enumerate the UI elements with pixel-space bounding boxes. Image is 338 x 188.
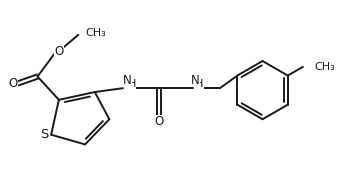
Text: H: H [127,79,136,89]
Text: O: O [154,115,163,128]
Text: O: O [54,45,64,58]
Text: H: H [195,79,204,89]
Text: S: S [40,128,49,141]
Text: O: O [9,77,18,90]
Text: N: N [123,74,132,87]
Text: CH₃: CH₃ [315,62,335,72]
Text: CH₃: CH₃ [85,28,106,38]
Text: N: N [191,74,200,87]
